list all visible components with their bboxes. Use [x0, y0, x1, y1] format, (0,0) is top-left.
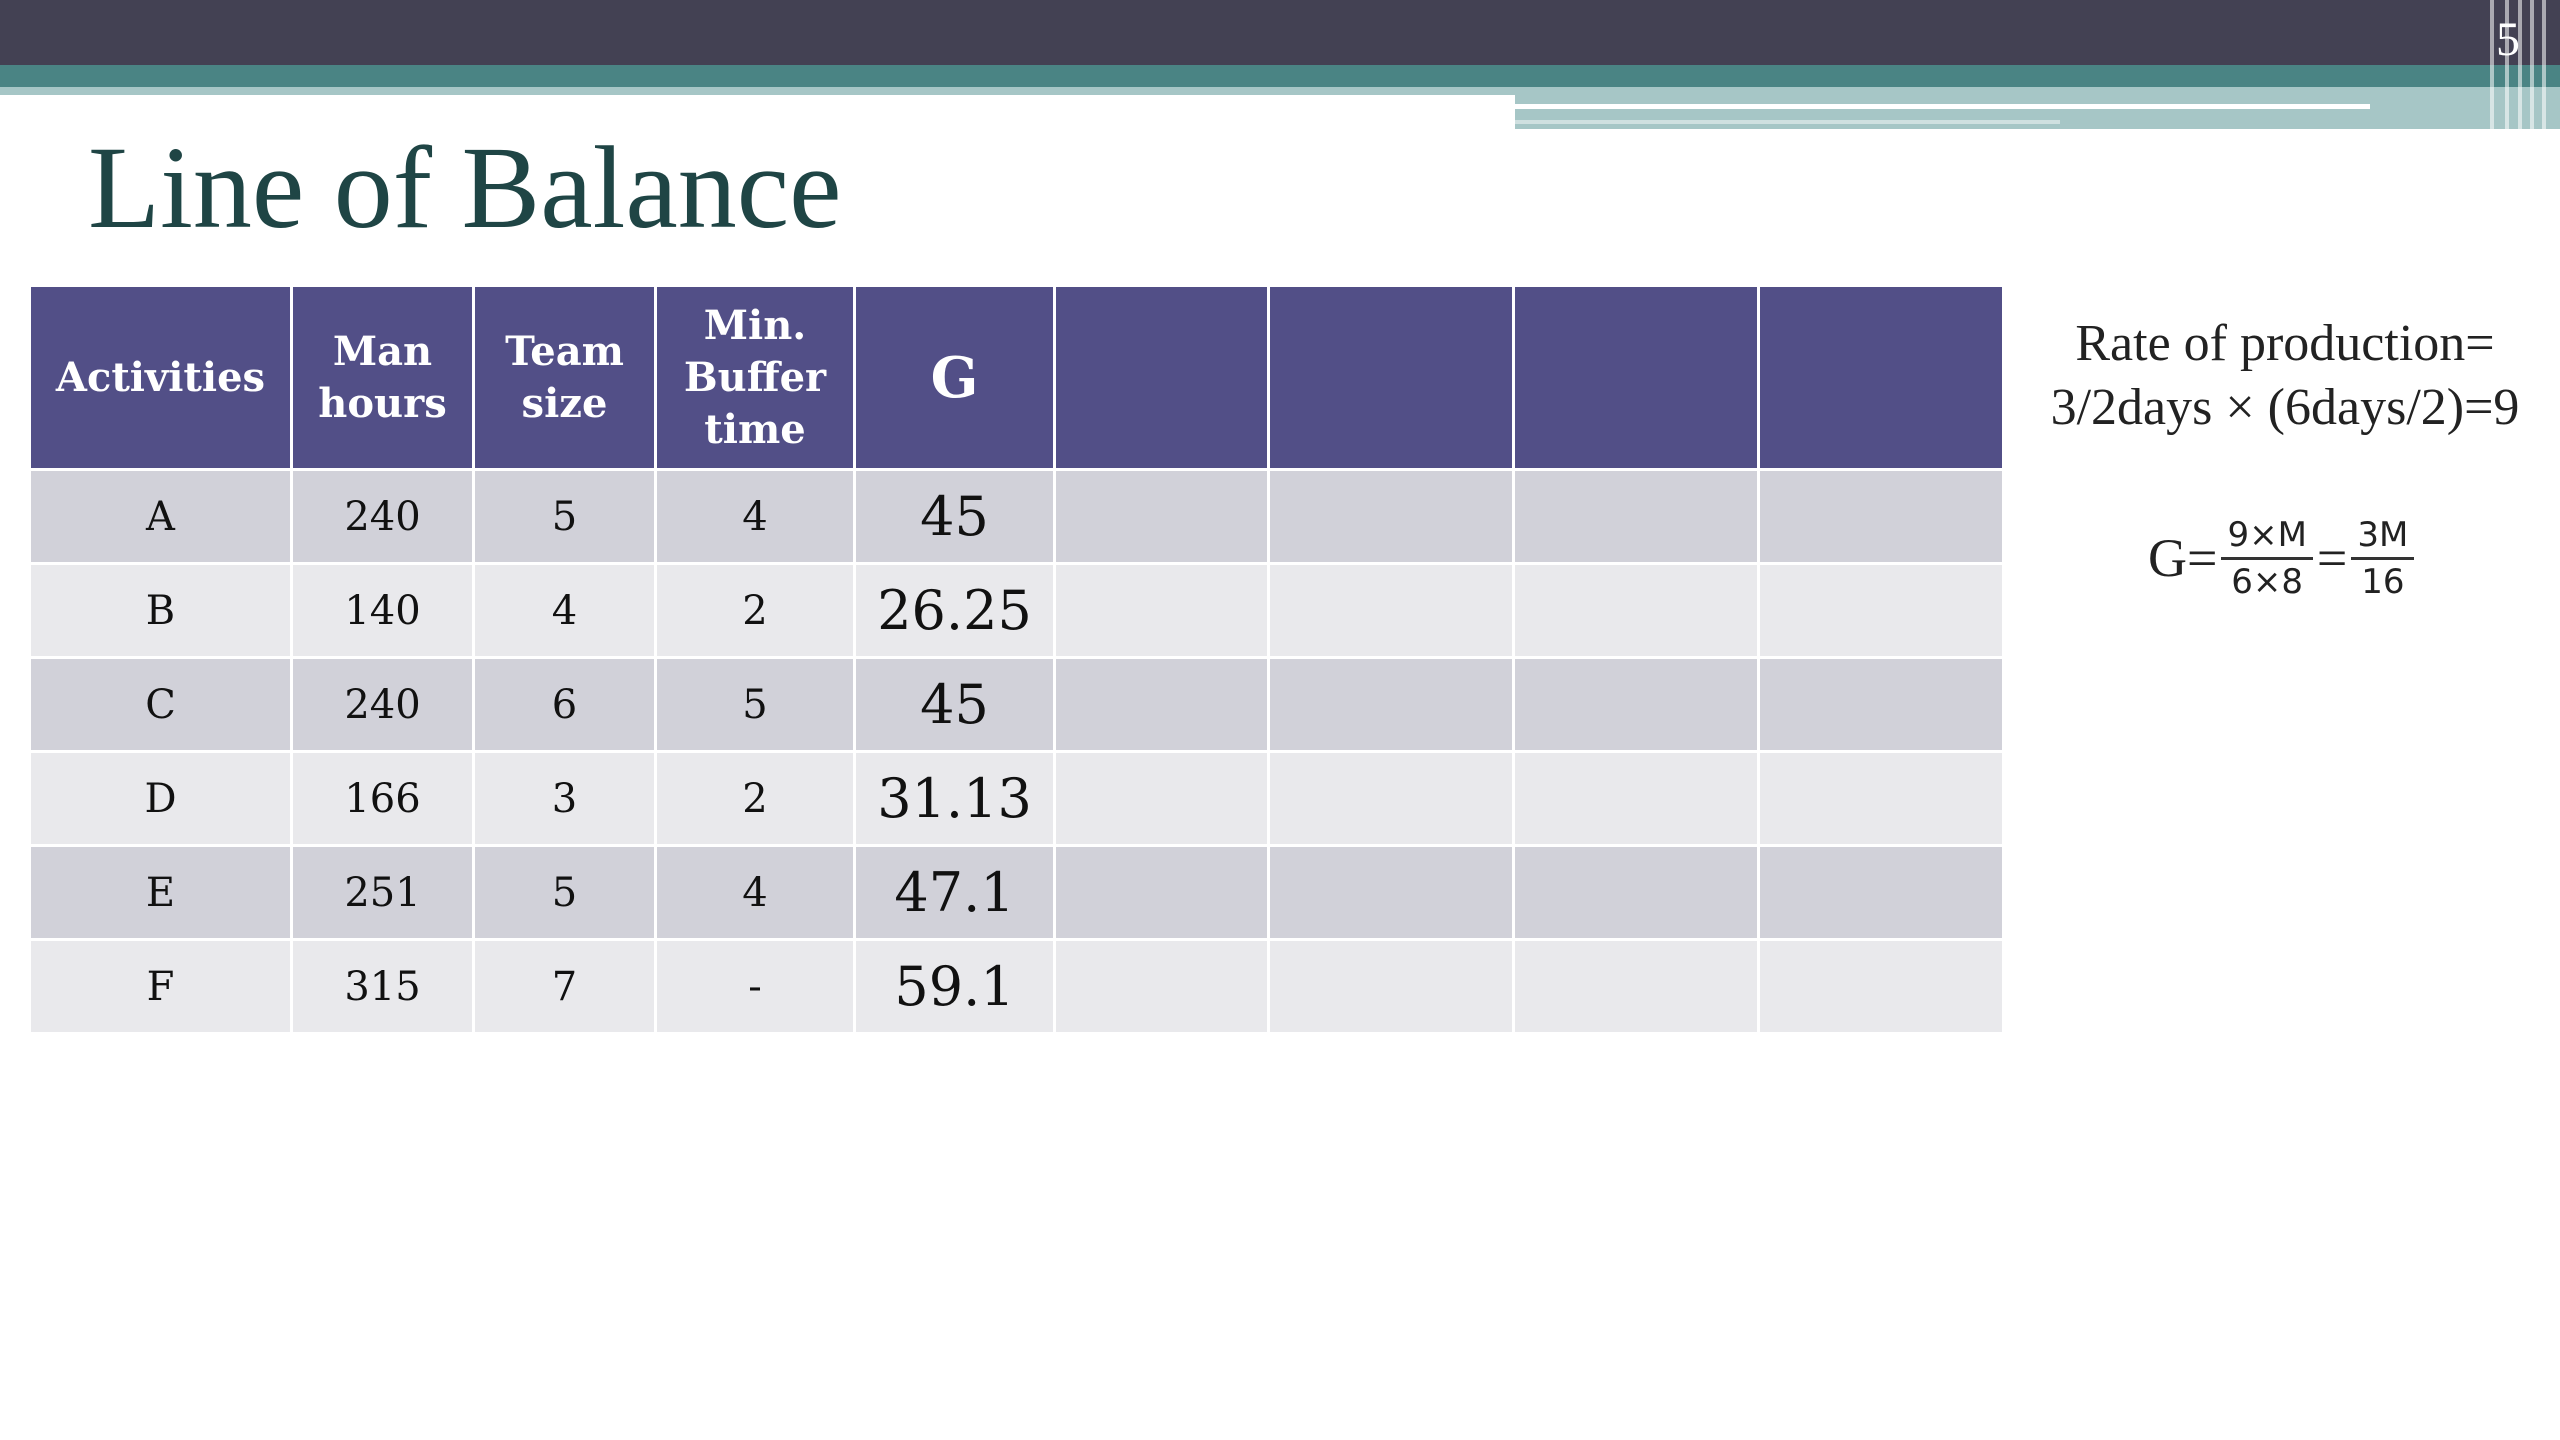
table-row: A 240 5 4 45	[28, 468, 2005, 565]
cell-activity: E	[28, 844, 293, 941]
cell-g: 59.1	[853, 938, 1056, 1035]
cell-man-hours: 315	[290, 938, 475, 1035]
cell-empty	[1267, 750, 1515, 847]
cell-man-hours: 240	[290, 468, 475, 565]
cell-buffer-time: 2	[654, 750, 856, 847]
table-row: F 315 7 - 59.1	[28, 938, 2005, 1035]
table-header-row: Activities Man hours Team size Min. Buff…	[28, 284, 2005, 471]
formula-equals: =	[2316, 528, 2348, 588]
cell-g: 31.13	[853, 750, 1056, 847]
cell-empty	[1512, 656, 1760, 753]
header-stripe	[2518, 0, 2522, 129]
cell-buffer-time: 2	[654, 562, 856, 659]
fraction-1-denominator: 6×8	[2231, 561, 2304, 602]
cell-g: 26.25	[853, 562, 1056, 659]
header-accent-rule	[1515, 104, 2370, 109]
fraction-2-denominator: 16	[2361, 561, 2405, 602]
column-header-empty	[1267, 284, 1515, 471]
column-header-empty	[1512, 284, 1760, 471]
cell-activity: A	[28, 468, 293, 565]
cell-buffer-time: 4	[654, 844, 856, 941]
cell-empty	[1267, 562, 1515, 659]
fraction-1-numerator: 9×M	[2221, 513, 2313, 560]
column-header-min-buffer-time: Min. Buffer time	[654, 284, 856, 471]
table-row: E 251 5 4 47.1	[28, 844, 2005, 941]
cell-activity: D	[28, 750, 293, 847]
header-stripe	[2530, 0, 2534, 129]
cell-activity: C	[28, 656, 293, 753]
cell-team-size: 5	[472, 468, 657, 565]
column-header-empty	[1757, 284, 2005, 471]
table-row: C 240 6 5 45	[28, 656, 2005, 753]
cell-empty	[1053, 938, 1270, 1035]
line-of-balance-table: Activities Man hours Team size Min. Buff…	[28, 284, 2005, 1035]
rate-line-1: Rate of production=	[2075, 315, 2495, 372]
cell-empty	[1512, 468, 1760, 565]
cell-team-size: 6	[472, 656, 657, 753]
column-header-team-size: Team size	[472, 284, 657, 471]
table-row: B 140 4 2 26.25	[28, 562, 2005, 659]
column-header-g: G	[853, 284, 1056, 471]
cell-empty	[1512, 750, 1760, 847]
cell-team-size: 4	[472, 562, 657, 659]
cell-empty	[1267, 656, 1515, 753]
fraction-2-numerator: 3M	[2351, 513, 2415, 560]
cell-empty	[1512, 844, 1760, 941]
cell-empty	[1053, 656, 1270, 753]
cell-g: 45	[853, 656, 1056, 753]
cell-empty	[1053, 468, 1270, 565]
cell-g: 47.1	[853, 844, 1056, 941]
cell-buffer-time: -	[654, 938, 856, 1035]
slide-number: 5	[2496, 13, 2520, 66]
header-accent-line	[0, 87, 1515, 95]
column-header-man-hours: Man hours	[290, 284, 475, 471]
table-row: D 166 3 2 31.13	[28, 750, 2005, 847]
header-band	[0, 0, 2560, 65]
cell-team-size: 5	[472, 844, 657, 941]
cell-empty	[1053, 562, 1270, 659]
cell-buffer-time: 4	[654, 468, 856, 565]
cell-empty	[1267, 844, 1515, 941]
cell-buffer-time: 5	[654, 656, 856, 753]
fraction-2: 3M 16	[2351, 513, 2415, 604]
cell-empty	[1053, 750, 1270, 847]
cell-man-hours: 251	[290, 844, 475, 941]
cell-empty	[1757, 468, 2005, 565]
header-stripe	[2490, 0, 2494, 129]
cell-man-hours: 240	[290, 656, 475, 753]
cell-man-hours: 166	[290, 750, 475, 847]
cell-empty	[1512, 938, 1760, 1035]
g-formula: G= 9×M 6×8 = 3M 16	[2148, 498, 2418, 618]
g-formula-label: G=	[2148, 528, 2218, 588]
column-header-empty	[1053, 284, 1270, 471]
cell-team-size: 7	[472, 938, 657, 1035]
cell-empty	[1267, 468, 1515, 565]
cell-empty	[1267, 938, 1515, 1035]
cell-empty	[1757, 656, 2005, 753]
column-header-activities: Activities	[28, 284, 293, 471]
cell-empty	[1757, 562, 2005, 659]
fraction-1: 9×M 6×8	[2221, 513, 2313, 604]
cell-empty	[1512, 562, 1760, 659]
cell-empty	[1053, 844, 1270, 941]
rate-line-2: 3/2days × (6days/2)=9	[2050, 379, 2520, 436]
cell-empty	[1757, 750, 2005, 847]
cell-activity: F	[28, 938, 293, 1035]
cell-man-hours: 140	[290, 562, 475, 659]
header-stripe	[2505, 0, 2509, 129]
cell-empty	[1757, 938, 2005, 1035]
cell-activity: B	[28, 562, 293, 659]
cell-empty	[1757, 844, 2005, 941]
header-accent-band	[0, 65, 2560, 87]
header-stripe	[2542, 0, 2546, 129]
rate-of-production-note: Rate of production= 3/2days × (6days/2)=…	[2010, 312, 2560, 440]
header-accent-rule-short	[1515, 120, 2060, 124]
cell-g: 45	[853, 468, 1056, 565]
slide-title: Line of Balance	[88, 122, 842, 253]
cell-team-size: 3	[472, 750, 657, 847]
